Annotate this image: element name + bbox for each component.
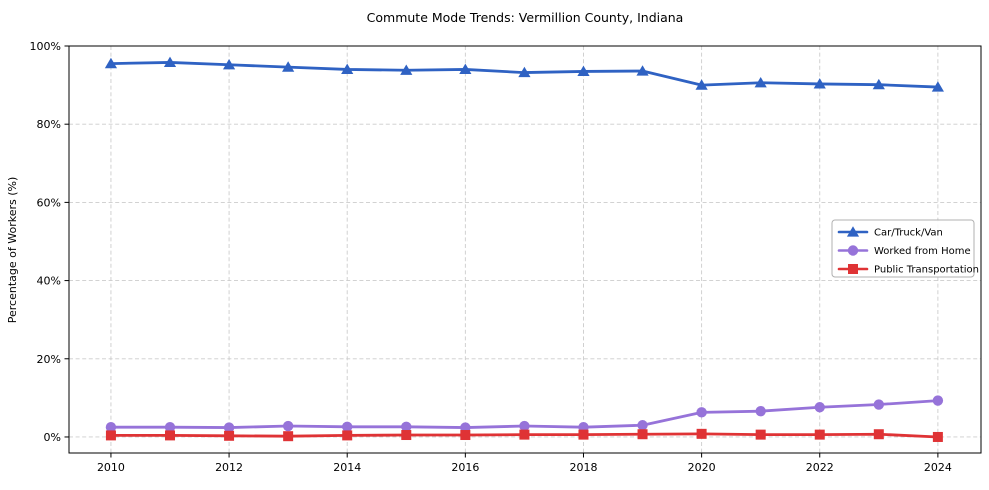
- circle-marker: [696, 407, 707, 418]
- legend: Car/Truck/Van Worked from Home Public Tran…: [831, 219, 979, 278]
- y-tick-label: 60%: [37, 196, 61, 209]
- square-marker: [932, 431, 943, 442]
- square-marker: [342, 430, 353, 441]
- y-tick-label: 40%: [37, 275, 61, 288]
- triangle-marker: [400, 64, 413, 75]
- circle-marker: [932, 395, 944, 406]
- circle-marker: [164, 421, 176, 433]
- square-marker: [755, 429, 766, 440]
- triangle-marker: [163, 56, 177, 68]
- y-tick-label: 100%: [30, 40, 61, 53]
- circle-marker: [342, 421, 353, 433]
- circle-marker: [282, 420, 294, 432]
- x-tick-label: 2020: [688, 461, 716, 474]
- triangle-marker: [104, 57, 118, 69]
- circle-marker: [637, 420, 648, 431]
- x-tick-label: 2018: [569, 461, 597, 474]
- triangle-marker: [846, 226, 860, 237]
- circle-marker: [519, 420, 530, 432]
- legend-box: [831, 219, 975, 278]
- triangle-marker: [222, 58, 236, 70]
- square-marker: [814, 429, 825, 440]
- x-tick-label: 2024: [924, 461, 952, 474]
- legend-item: Public Transportation: [837, 264, 979, 276]
- circle-marker: [105, 421, 117, 433]
- triangle-marker: [754, 76, 767, 88]
- y-axis-label: Percentage of Workers (%): [6, 177, 19, 324]
- x-tick-label: 2014: [333, 461, 361, 474]
- square-marker: [460, 430, 471, 441]
- circle-marker: [814, 402, 825, 413]
- y-tick-label: 0%: [44, 431, 61, 444]
- series-layer: [104, 56, 944, 442]
- triangle-marker: [872, 78, 885, 90]
- triangle-marker: [282, 61, 295, 72]
- square-marker: [401, 430, 412, 441]
- circle-marker: [847, 245, 859, 256]
- y-tick-label: 80%: [37, 118, 61, 131]
- square-marker: [696, 428, 707, 439]
- square-marker: [283, 431, 294, 442]
- square-marker: [165, 430, 176, 441]
- legend-label: Car/Truck/Van: [874, 228, 943, 239]
- x-tick-label: 2010: [97, 461, 125, 474]
- square-marker: [637, 429, 648, 440]
- legend-item: Worked from Home: [837, 245, 971, 257]
- square-marker: [578, 429, 589, 440]
- square-marker: [224, 430, 235, 441]
- chart-title: Commute Mode Trends: Vermillion County, …: [367, 10, 684, 25]
- square-marker: [873, 429, 884, 440]
- legend-item: Car/Truck/Van: [837, 226, 943, 239]
- triangle-marker: [931, 81, 944, 92]
- square-marker: [105, 430, 116, 441]
- series-public-transportation: [105, 428, 943, 442]
- triangle-marker: [341, 63, 354, 75]
- axes-layer: 0% 20% 40% 60% 80% 100% 2010 2012 2014 2016 2018 20…: [30, 40, 982, 474]
- plot-frame: [68, 45, 982, 454]
- square-marker: [848, 264, 858, 274]
- series-worked-from-home: [105, 395, 944, 433]
- circle-marker: [873, 399, 885, 410]
- circle-marker: [223, 422, 235, 433]
- square-marker: [519, 429, 530, 440]
- circle-marker: [755, 405, 766, 417]
- x-tick-label: 2022: [806, 461, 834, 474]
- x-tick-label: 2016: [451, 461, 479, 474]
- x-tick-label: 2012: [215, 461, 243, 474]
- triangle-marker: [577, 65, 590, 77]
- series-car-truck-van: [104, 56, 944, 92]
- legend-label: Public Transportation: [874, 265, 979, 276]
- triangle-marker: [695, 79, 708, 90]
- triangle-marker: [636, 65, 649, 76]
- triangle-marker: [518, 66, 531, 78]
- triangle-marker: [813, 78, 826, 89]
- legend-label: Worked from Home: [874, 246, 971, 257]
- y-tick-label: 20%: [37, 353, 61, 366]
- triangle-marker: [459, 63, 472, 75]
- circle-marker: [401, 421, 412, 433]
